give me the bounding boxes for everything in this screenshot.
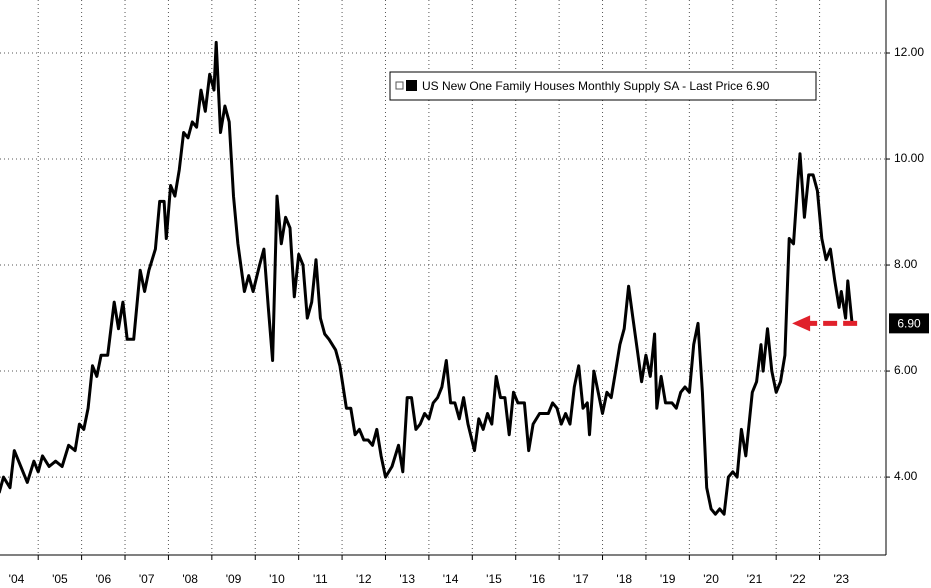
x-tick-label: '21 (747, 572, 763, 586)
x-tick-label: '17 (573, 572, 589, 586)
legend: US New One Family Houses Monthly Supply … (389, 71, 817, 101)
y-tick-label: 10.00 (894, 151, 924, 165)
x-tick-label: '12 (356, 572, 372, 586)
x-tick-label: '20 (703, 572, 719, 586)
x-tick-label: '06 (95, 572, 111, 586)
x-tick-label: '08 (182, 572, 198, 586)
x-tick-label: '23 (833, 572, 849, 586)
legend-swatch (406, 80, 417, 91)
last-price-tag (889, 313, 929, 334)
y-tick-label: 12.00 (894, 45, 924, 59)
x-tick-label: '14 (443, 572, 459, 586)
last-price-label: 6.90 (897, 317, 921, 331)
x-tick-label: '07 (139, 572, 155, 586)
x-tick-label: '19 (660, 572, 676, 586)
y-tick-label: 6.00 (894, 363, 918, 377)
x-tick-label: '10 (269, 572, 285, 586)
x-tick-label: '09 (226, 572, 242, 586)
x-tick-label: '13 (399, 572, 415, 586)
legend-box (389, 71, 817, 101)
series-line (0, 40, 854, 516)
y-tick-label: 8.00 (894, 257, 918, 271)
x-tick-label: '22 (790, 572, 806, 586)
legend-text: US New One Family Houses Monthly Supply … (422, 79, 770, 93)
x-tick-label: '18 (616, 572, 632, 586)
x-tick-label: '16 (530, 572, 546, 586)
x-tick-label: '15 (486, 572, 502, 586)
x-tick-label: '04 (9, 572, 25, 586)
y-tick-label: 4.00 (894, 469, 918, 483)
x-tick-label: '11 (313, 572, 328, 586)
arrow-head (792, 315, 811, 332)
legend-toggle (395, 81, 404, 90)
x-tick-label: '05 (52, 572, 68, 586)
